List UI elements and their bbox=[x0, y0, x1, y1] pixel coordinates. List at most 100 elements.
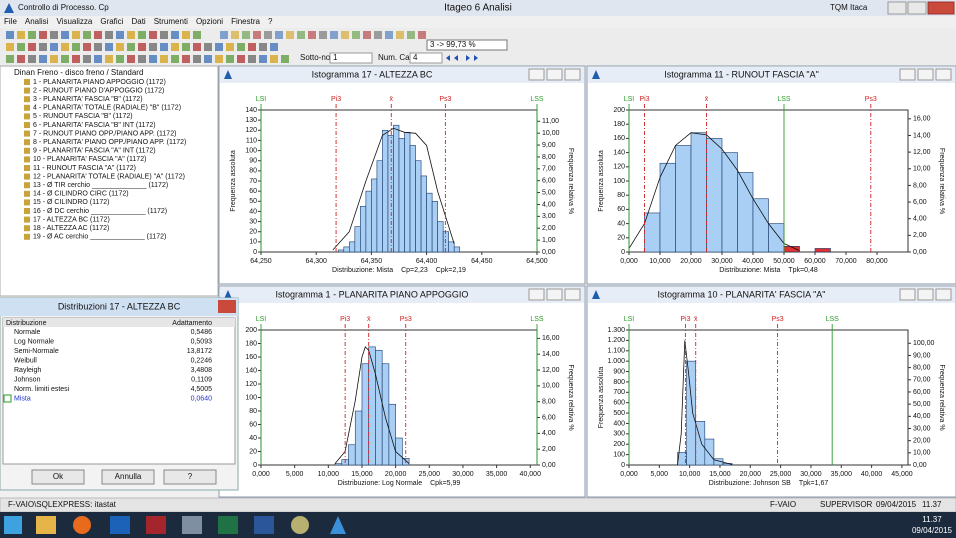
window-button[interactable] bbox=[564, 68, 581, 81]
tree-item[interactable]: 19 - Ø AC cerchio ______________ (1172) bbox=[33, 234, 166, 241]
toolbar-button[interactable] bbox=[149, 31, 157, 39]
toolbar-button[interactable] bbox=[160, 43, 168, 51]
window-button[interactable] bbox=[899, 68, 916, 81]
toolbar-button[interactable] bbox=[319, 31, 327, 39]
row-name[interactable]: Semi-Normale bbox=[14, 348, 59, 355]
tree-item[interactable]: 12 - PLANARITA' TOTALE (RADIALE) "A" (11… bbox=[33, 173, 185, 180]
toolbar-button[interactable] bbox=[116, 55, 124, 63]
toolbar-button[interactable] bbox=[270, 43, 278, 51]
toolbar-button[interactable] bbox=[149, 43, 157, 51]
toolbar-button[interactable] bbox=[237, 55, 245, 63]
window-button[interactable] bbox=[528, 68, 545, 81]
tree-item[interactable]: 6 - PLANARITA' FASCIA "B" INT (1172) bbox=[33, 122, 156, 129]
row-name[interactable]: Rayleigh bbox=[14, 367, 41, 374]
toolbar-button[interactable] bbox=[138, 31, 146, 39]
toolbar-button[interactable] bbox=[385, 31, 393, 39]
tree-item[interactable]: 13 - Ø TIR cerchio ______________ (1172) bbox=[33, 182, 168, 189]
close-button[interactable] bbox=[927, 1, 955, 15]
window-button[interactable] bbox=[899, 288, 916, 301]
toolbar-button[interactable] bbox=[127, 31, 135, 39]
toolbar-button[interactable] bbox=[215, 55, 223, 63]
toolbar-button[interactable] bbox=[149, 55, 157, 63]
toolbar-button[interactable] bbox=[275, 31, 283, 39]
dialog-button[interactable] bbox=[31, 469, 85, 485]
toolbar-button[interactable] bbox=[116, 31, 124, 39]
toolbar-button[interactable] bbox=[50, 43, 58, 51]
tree-item[interactable]: 2 - RUNOUT PIANO D'APPOGGIO (1172) bbox=[33, 87, 164, 94]
dialog-button[interactable] bbox=[101, 469, 155, 485]
maximize-button[interactable] bbox=[907, 1, 927, 15]
toolbar-button[interactable] bbox=[94, 55, 102, 63]
toolbar-button[interactable] bbox=[83, 43, 91, 51]
window-button[interactable] bbox=[546, 68, 563, 81]
tree-item[interactable]: 7 - RUNOUT PIANO OPP./PIANO APP. (1172) bbox=[33, 130, 176, 137]
toolbar-button[interactable] bbox=[363, 31, 371, 39]
menu-item[interactable]: Grafici bbox=[100, 17, 123, 26]
coverage-combo[interactable] bbox=[426, 39, 508, 51]
toolbar-button[interactable] bbox=[6, 43, 14, 51]
toolbar-button[interactable] bbox=[242, 31, 250, 39]
tree-item[interactable]: 10 - PLANARITA' FASCIA "A" (1172) bbox=[33, 156, 146, 163]
toolbar-button[interactable] bbox=[193, 55, 201, 63]
toolbar-button[interactable] bbox=[259, 43, 267, 51]
toolbar-button[interactable] bbox=[182, 43, 190, 51]
toolbar-button[interactable] bbox=[94, 31, 102, 39]
tree-root[interactable]: Dinan Freno - disco freno / Standard bbox=[14, 68, 143, 77]
tree-item[interactable]: 16 - Ø DC cerchio ______________ (1172) bbox=[33, 208, 167, 215]
toolbar-button[interactable] bbox=[308, 31, 316, 39]
toolbar-button[interactable] bbox=[138, 55, 146, 63]
row-name[interactable]: Weibull bbox=[14, 357, 37, 364]
toolbar-button[interactable] bbox=[28, 55, 36, 63]
window-button[interactable] bbox=[935, 68, 952, 81]
taskbar-app[interactable] bbox=[182, 516, 202, 534]
tree-item[interactable]: 11 - RUNOUT FASCIA "A" (1172) bbox=[33, 165, 136, 172]
row-name[interactable]: Normale bbox=[14, 329, 41, 336]
taskbar-app[interactable] bbox=[330, 516, 346, 534]
toolbar-button[interactable] bbox=[253, 31, 261, 39]
toolbar-button[interactable] bbox=[28, 31, 36, 39]
toolbar-button[interactable] bbox=[231, 31, 239, 39]
toolbar-button[interactable] bbox=[61, 55, 69, 63]
toolbar-button[interactable] bbox=[50, 55, 58, 63]
window-button[interactable] bbox=[546, 288, 563, 301]
toolbar-button[interactable] bbox=[330, 31, 338, 39]
menu-item[interactable]: Visualizza bbox=[56, 17, 92, 26]
toolbar-button[interactable] bbox=[281, 55, 289, 63]
toolbar-button[interactable] bbox=[105, 31, 113, 39]
toolbar-button[interactable] bbox=[182, 31, 190, 39]
menu-item[interactable]: Dati bbox=[131, 17, 145, 26]
toolbar-button[interactable] bbox=[39, 55, 47, 63]
toolbar-button[interactable] bbox=[6, 55, 14, 63]
tree-item[interactable]: 9 - PLANARITA' FASCIA "A" INT (1172) bbox=[33, 148, 156, 155]
taskbar-app[interactable] bbox=[254, 516, 274, 534]
tree-item[interactable]: 8 - PLANARITA' PIANO OPP./PIANO APP. (11… bbox=[33, 139, 186, 146]
toolbar-button[interactable] bbox=[160, 55, 168, 63]
taskbar-app[interactable] bbox=[36, 516, 56, 534]
toolbar-button[interactable] bbox=[28, 43, 36, 51]
toolbar-button[interactable] bbox=[226, 43, 234, 51]
toolbar-button[interactable] bbox=[39, 31, 47, 39]
menu-item[interactable]: Strumenti bbox=[154, 17, 188, 26]
toolbar-button[interactable] bbox=[220, 31, 228, 39]
toolbar-button[interactable] bbox=[105, 55, 113, 63]
toolbar-button[interactable] bbox=[61, 31, 69, 39]
toolbar-button[interactable] bbox=[264, 31, 272, 39]
window-button[interactable] bbox=[564, 288, 581, 301]
menu-item[interactable]: File bbox=[4, 17, 17, 26]
toolbar-button[interactable] bbox=[352, 31, 360, 39]
toolbar-button[interactable] bbox=[171, 31, 179, 39]
toolbar-button[interactable] bbox=[204, 43, 212, 51]
toolbar-button[interactable] bbox=[204, 55, 212, 63]
toolbar-button[interactable] bbox=[341, 31, 349, 39]
tree-item[interactable]: 15 - Ø CILINDRO (1172) bbox=[33, 199, 110, 206]
tree-item[interactable]: 4 - PLANARITA' TOTALE (RADIALE) "B" (117… bbox=[33, 105, 181, 112]
toolbar-button[interactable] bbox=[215, 43, 223, 51]
toolbar-button[interactable] bbox=[127, 55, 135, 63]
toolbar-button[interactable] bbox=[237, 43, 245, 51]
toolbar-button[interactable] bbox=[17, 31, 25, 39]
nav-arrows[interactable] bbox=[446, 55, 478, 61]
toolbar-button[interactable] bbox=[226, 55, 234, 63]
row-name[interactable]: Mista bbox=[14, 395, 31, 402]
taskbar-app[interactable] bbox=[73, 516, 91, 534]
tree-item[interactable]: 14 - Ø CILINDRO CIRC (1172) bbox=[33, 191, 129, 198]
